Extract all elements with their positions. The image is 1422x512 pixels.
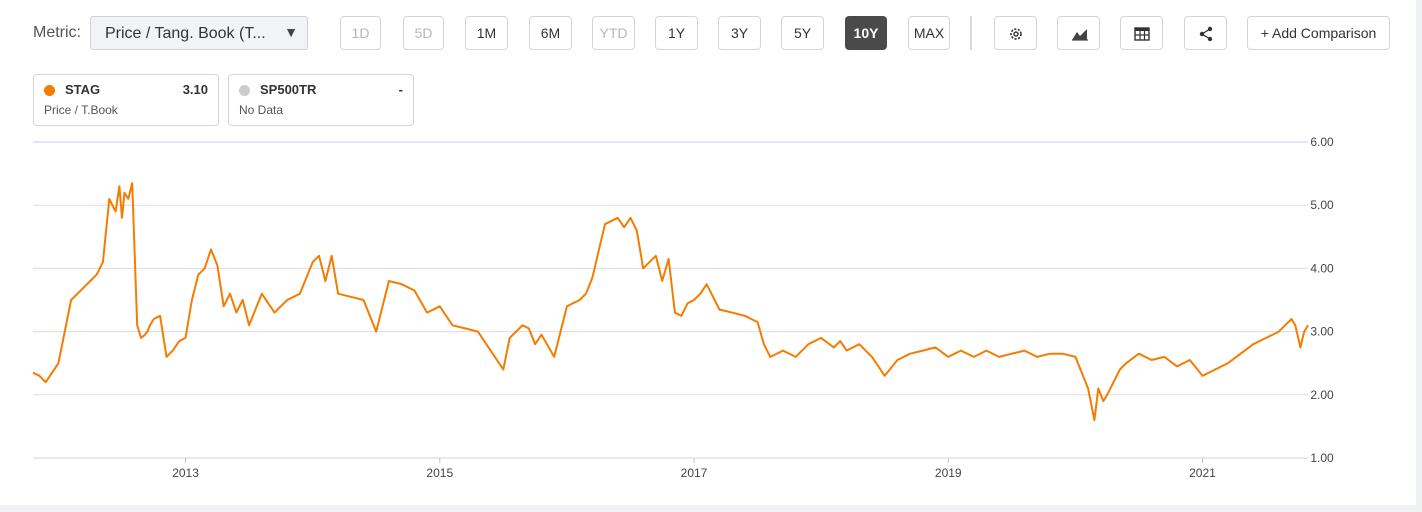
legend-value: - — [398, 82, 403, 97]
chart-type-button[interactable] — [1057, 16, 1100, 50]
y-tick-label: 1.00 — [1310, 451, 1334, 465]
chart-type-icon — [1072, 29, 1088, 41]
legend-ticker: SP500TR — [260, 82, 317, 97]
settings-button[interactable] — [994, 16, 1037, 50]
y-tick-label: 3.00 — [1310, 325, 1334, 339]
range-6m-button[interactable]: 6M — [529, 16, 572, 50]
range-1d-button[interactable]: 1D — [340, 16, 381, 50]
share-icon — [1199, 26, 1213, 42]
range-ytd-button[interactable]: YTD — [592, 16, 635, 50]
range-max-button[interactable]: MAX — [908, 16, 950, 50]
x-tick-label: 2017 — [681, 466, 708, 480]
range-1m-button[interactable]: 1M — [465, 16, 508, 50]
add-comparison-button[interactable]: + Add Comparison — [1247, 16, 1390, 50]
metric-select-value: Price / Tang. Book (T... — [105, 25, 266, 42]
range-10y-button[interactable]: 10Y — [845, 16, 887, 50]
x-tick-label: 2019 — [935, 466, 962, 480]
series-line-stag — [32, 182, 1309, 422]
series-color-dot — [239, 85, 250, 96]
range-1y-button[interactable]: 1Y — [655, 16, 698, 50]
metric-select[interactable]: Price / Tang. Book (T... ▼ — [90, 16, 308, 50]
settings-icon — [1010, 28, 1022, 40]
table-view-button[interactable] — [1120, 16, 1163, 50]
table-icon — [1134, 27, 1150, 41]
legend-subtitle: Price / T.Book — [44, 103, 118, 117]
toolbar: Metric: Price / Tang. Book (T... ▼ 1D 5D… — [0, 0, 1416, 66]
y-tick-label: 2.00 — [1310, 388, 1334, 402]
x-tick-label: 2021 — [1189, 466, 1216, 480]
range-3y-button[interactable]: 3Y — [718, 16, 761, 50]
metric-label: Metric: — [33, 24, 81, 41]
range-5d-button[interactable]: 5D — [403, 16, 444, 50]
legend-ticker: STAG — [65, 82, 101, 97]
toolbar-divider — [970, 16, 972, 50]
x-tick-label: 2015 — [426, 466, 453, 480]
chevron-down-icon: ▼ — [284, 24, 298, 40]
x-tick-label: 2013 — [172, 466, 199, 480]
y-tick-label: 4.00 — [1310, 261, 1334, 275]
range-5y-button[interactable]: 5Y — [781, 16, 824, 50]
legend-value: 3.10 — [182, 82, 208, 97]
series-color-dot — [44, 85, 55, 96]
share-button[interactable] — [1184, 16, 1227, 50]
legend-subtitle: No Data — [239, 103, 284, 117]
y-tick-label: 6.00 — [1310, 135, 1334, 149]
legend-card-sp500tr[interactable]: SP500TR - No Data — [228, 74, 414, 126]
legend-card-stag[interactable]: STAG 3.10 Price / T.Book — [33, 74, 219, 126]
y-tick-label: 5.00 — [1310, 198, 1334, 212]
